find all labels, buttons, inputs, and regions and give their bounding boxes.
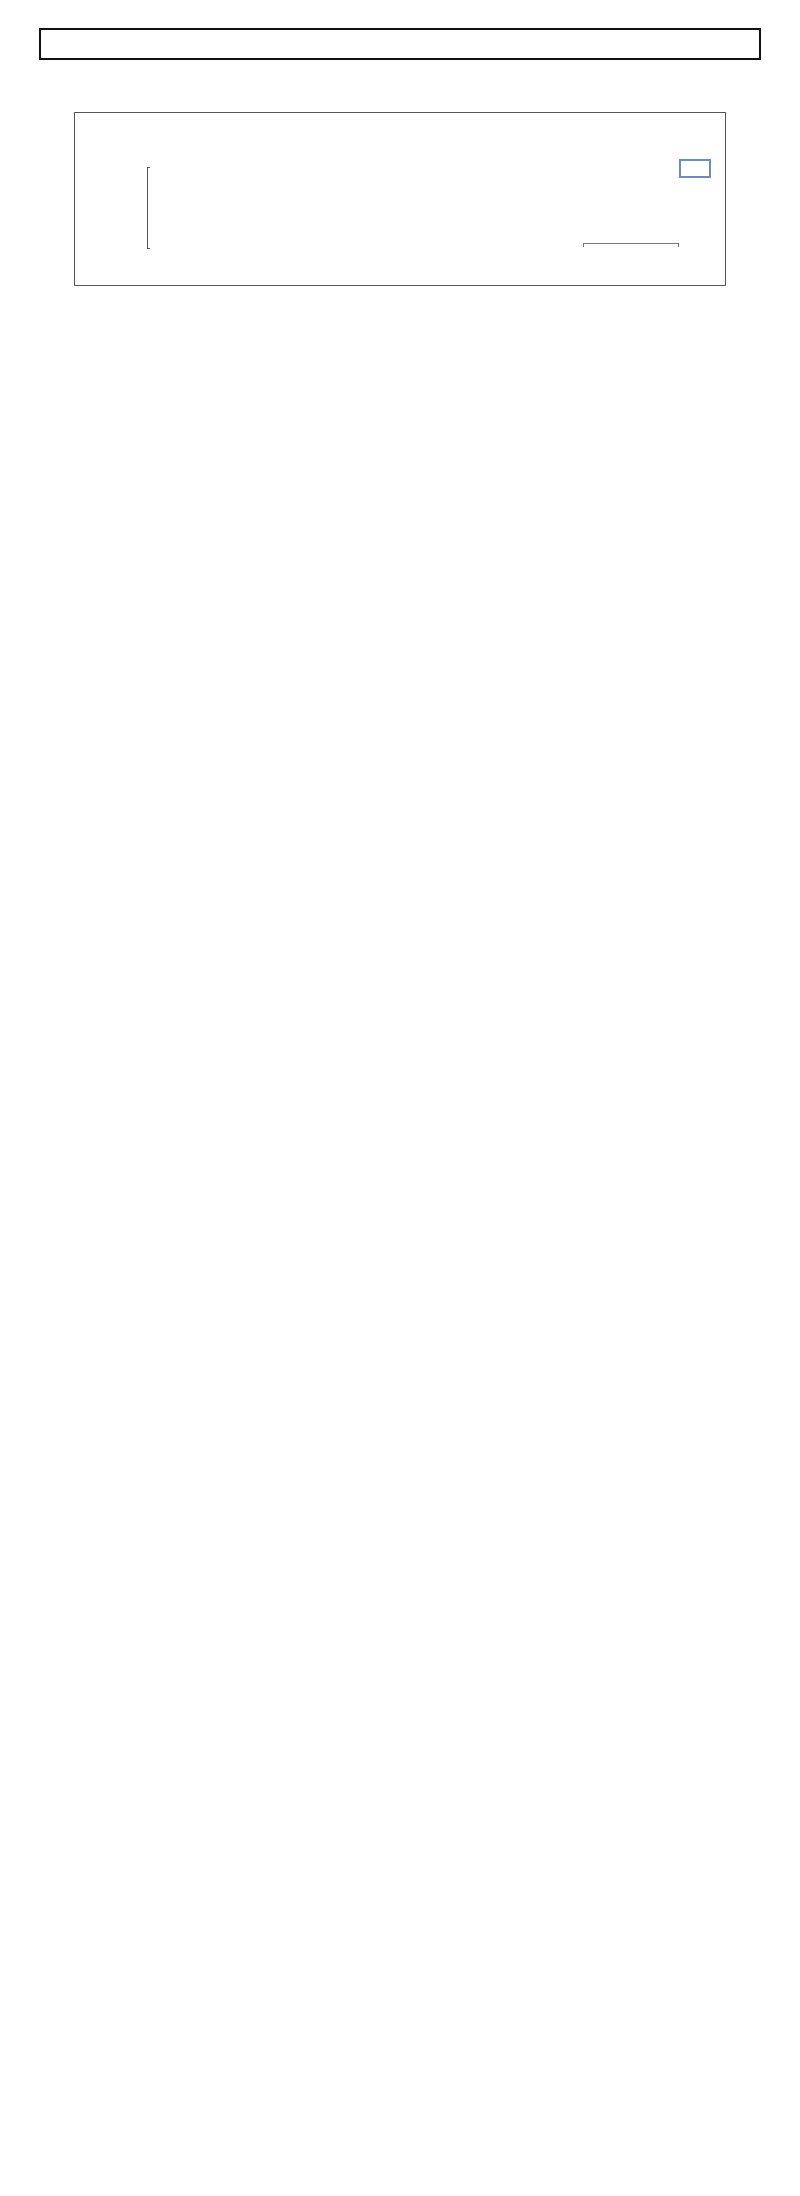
tmb-bars: [153, 143, 513, 249]
figure2-caption: [0, 302, 800, 332]
tmb-legend-box: [679, 159, 711, 178]
right-bar-axis: [583, 243, 679, 247]
tmb-bar-chart: [147, 143, 679, 249]
right-axis-line: [583, 243, 679, 247]
panel-a-oncoprint: [85, 143, 715, 257]
article-page: [0, 0, 800, 332]
y-axis-line: [147, 167, 150, 249]
figure-tmb-mmr: [74, 112, 726, 286]
figure-clonotype: [39, 28, 761, 60]
